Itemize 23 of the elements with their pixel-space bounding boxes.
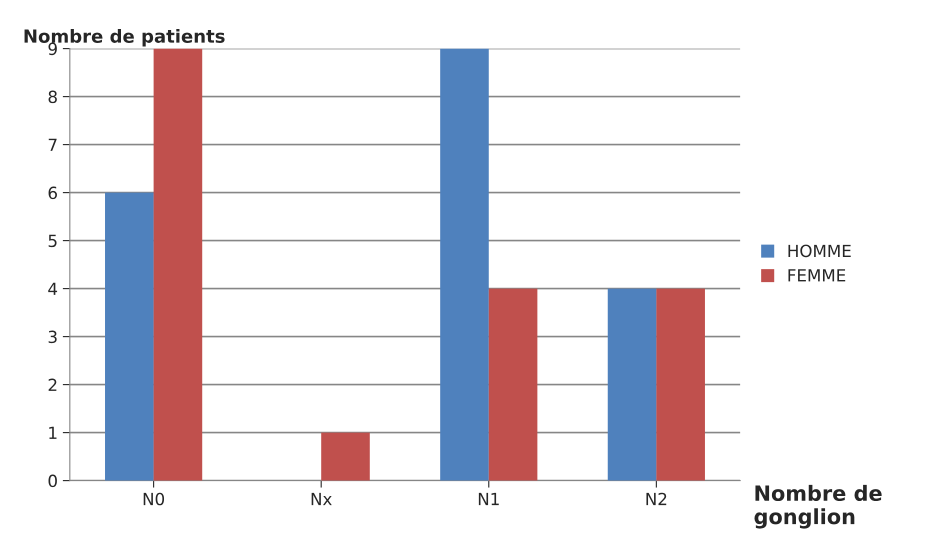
bar: [154, 48, 202, 481]
x-axis-title: Nombre de gonglion: [754, 484, 882, 529]
y-tick-label: 3: [48, 330, 57, 344]
y-tick-label: 5: [48, 234, 57, 248]
y-tick-label: 6: [48, 186, 57, 200]
bar: [488, 288, 538, 481]
y-tick-label: 0: [48, 474, 57, 488]
x-tick-label: N1: [478, 492, 499, 506]
x-tick-label: N2: [646, 492, 666, 506]
bar: [608, 288, 656, 481]
bar: [656, 288, 705, 481]
y-tick-label: 4: [48, 282, 58, 295]
y-tick-label: 2: [48, 378, 56, 391]
bar: [440, 48, 489, 481]
bar: [321, 432, 370, 481]
y-tick-label: 1: [49, 426, 56, 439]
x-tick-label: N0: [144, 492, 164, 506]
y-tick-label: 7: [48, 138, 57, 151]
x-tick-label: Nx: [312, 492, 332, 506]
y-tick-label: 8: [48, 90, 57, 104]
legend-label: HOMME: [788, 244, 851, 258]
bar: [105, 192, 154, 481]
legend-label: FEMME: [788, 269, 846, 282]
